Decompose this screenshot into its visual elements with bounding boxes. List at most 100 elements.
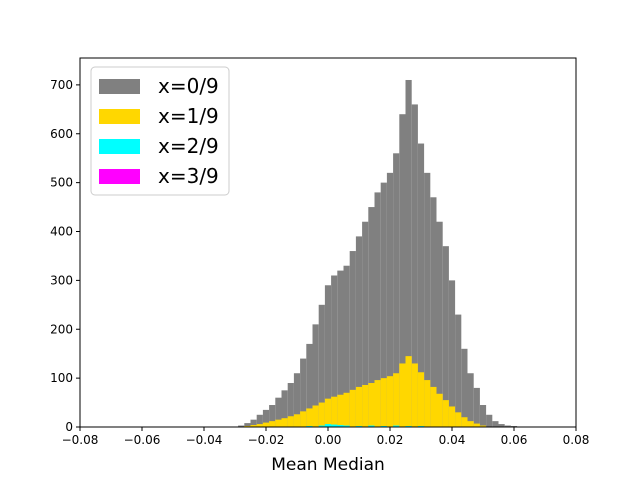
histogram-bar: [281, 418, 288, 427]
histogram-bar: [448, 280, 456, 427]
histogram-bar: [430, 197, 437, 427]
y-tick-label: 0: [65, 420, 73, 434]
histogram-bar: [244, 423, 251, 427]
histogram-bar: [411, 104, 418, 428]
histogram-bar: [436, 221, 443, 427]
histogram-bar: [238, 425, 245, 427]
histogram-bar: [281, 390, 288, 427]
histogram-bar: [275, 419, 282, 427]
histogram-bar: [362, 221, 369, 427]
x-tick-label: 0.00: [315, 433, 342, 447]
histogram-bar: [275, 397, 282, 427]
histogram-bar: [331, 275, 338, 427]
histogram-bar: [312, 324, 319, 427]
histogram-bar: [399, 114, 406, 428]
x-tick-label: −0.02: [248, 433, 285, 447]
histogram-bar: [306, 408, 313, 427]
histogram-bar: [430, 386, 437, 427]
histogram-bar: [504, 425, 511, 427]
histogram-bar: [324, 285, 332, 427]
histogram-bar: [262, 422, 270, 427]
y-tick-label: 300: [50, 273, 73, 287]
histogram-bar: [405, 79, 412, 428]
histogram-bar: [393, 153, 400, 428]
histogram-bar: [436, 393, 443, 427]
histogram-bar: [386, 376, 394, 427]
histogram-bar: [324, 424, 332, 427]
y-tick-label: 500: [50, 176, 73, 190]
histogram-bar: [479, 425, 487, 427]
histogram-bar: [405, 356, 412, 427]
histogram-bar: [411, 363, 418, 427]
histogram-bar: [337, 270, 344, 427]
histogram-bar: [318, 402, 325, 427]
histogram-bar: [287, 383, 294, 427]
y-tick-label: 600: [50, 127, 73, 141]
histogram-bar: [324, 398, 332, 427]
histogram-bar: [269, 405, 276, 427]
x-tick-label: −0.04: [186, 433, 223, 447]
histogram-bar: [256, 414, 263, 427]
histogram-bar: [293, 414, 301, 427]
histogram-bar: [473, 423, 480, 427]
histogram-bar: [318, 425, 325, 427]
histogram-bar: [442, 246, 449, 427]
histogram-bar: [269, 421, 276, 427]
x-tick-label: 0.06: [501, 433, 528, 447]
histogram-bar: [473, 387, 480, 427]
bars-layer: [231, 79, 524, 428]
histogram-bar: [312, 405, 319, 427]
histogram-bar: [467, 373, 474, 427]
legend-label: x=3/9: [158, 164, 219, 188]
histogram-bar: [318, 304, 325, 427]
histogram-bar: [393, 373, 400, 427]
legend-swatch: [99, 79, 140, 94]
y-axis-ticks: 0 100 200 300 400 500 600 700: [50, 78, 80, 434]
histogram-bar: [486, 414, 493, 427]
legend-swatch: [99, 139, 140, 154]
histogram-bar: [492, 421, 499, 427]
histogram-bar: [399, 363, 406, 427]
histogram-bar: [362, 384, 369, 427]
histogram-bar: [331, 396, 338, 427]
x-tick-label: 0.08: [563, 433, 590, 447]
histogram-bar: [461, 348, 468, 427]
histogram-bar: [374, 380, 381, 427]
histogram-bar: [256, 424, 263, 427]
histogram-bar: [479, 405, 487, 427]
histogram-bar: [424, 172, 431, 427]
y-tick-label: 700: [50, 78, 73, 92]
histogram-bar: [349, 389, 356, 427]
histogram-bar: [368, 383, 375, 427]
legend-label: x=0/9: [158, 74, 219, 98]
histogram-bar: [250, 419, 257, 427]
x-axis-label: Mean Median: [271, 455, 385, 475]
histogram-bar: [337, 425, 344, 427]
histogram-bar: [424, 380, 431, 427]
histogram-bar: [287, 416, 294, 427]
x-axis-ticks: −0.08 −0.06 −0.04 −0.02 0.00 0.02 0.04 0.06 0.08: [62, 427, 590, 447]
histogram-bar: [355, 236, 363, 427]
histogram-bar: [393, 425, 400, 427]
legend-label: x=1/9: [158, 104, 219, 128]
histogram-bar: [343, 265, 350, 427]
legend-swatch: [99, 109, 140, 124]
histogram-bar: [343, 425, 350, 427]
histogram-bar: [417, 372, 425, 427]
histogram-bar: [306, 343, 313, 427]
histogram-bar: [442, 400, 449, 427]
series-x=0/9: [231, 79, 524, 428]
histogram-bar: [467, 421, 474, 427]
histogram-bar: [250, 425, 257, 427]
histogram-bar: [374, 192, 381, 427]
histogram-bar: [343, 392, 350, 427]
histogram-bar: [380, 378, 387, 427]
histogram-bar: [417, 143, 425, 427]
y-tick-label: 400: [50, 225, 73, 239]
histogram-bar: [293, 373, 301, 427]
histogram-bar: [448, 406, 456, 427]
histogram-bar: [331, 424, 338, 427]
x-tick-label: 0.02: [377, 433, 404, 447]
histogram-bar: [380, 182, 387, 427]
histogram-bar: [498, 424, 505, 427]
